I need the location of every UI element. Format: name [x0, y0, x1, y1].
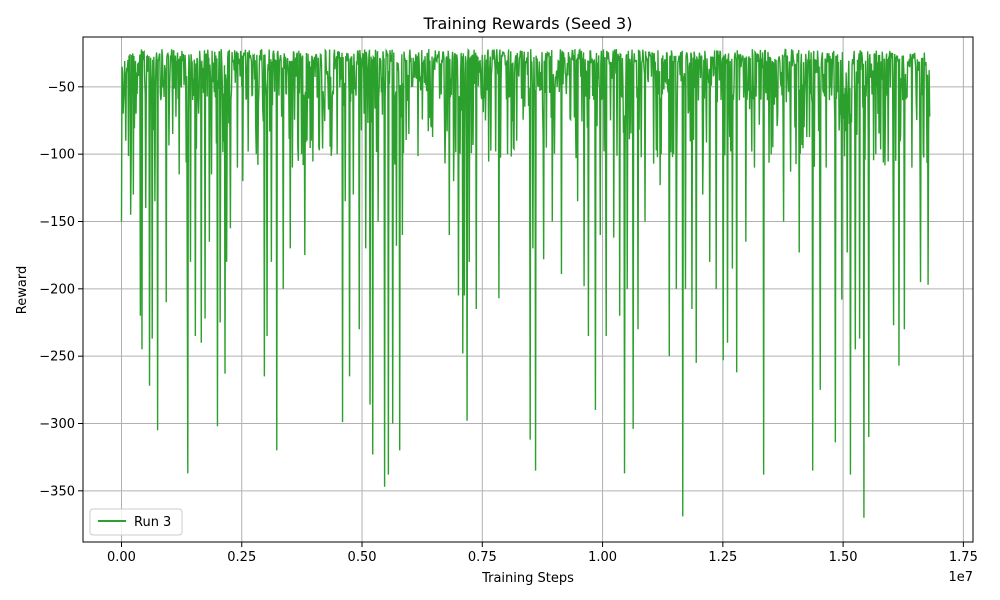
x-tick-label: 1.25 — [708, 550, 737, 565]
y-tick-label: −50 — [48, 80, 75, 95]
series-lines — [120, 47, 931, 518]
x-tick-label: 1.00 — [588, 550, 617, 565]
y-axis-ticks: −50 −100 −150 −200 −250 −300 −350 — [39, 80, 83, 499]
y-tick-label: −100 — [39, 148, 75, 163]
plot-frame — [82, 36, 974, 543]
legend-label-run-3: Run 3 — [134, 515, 171, 530]
chart-title: Training Rewards (Seed 3) — [423, 14, 633, 33]
y-tick-label: −150 — [39, 215, 75, 230]
series-line-run-3 — [120, 47, 931, 518]
x-tick-label: 0.00 — [107, 550, 136, 565]
x-axis-label: Training Steps — [481, 571, 574, 586]
legend-box — [89, 508, 183, 536]
x-axis-ticks: 0.00 0.25 0.50 0.75 1.00 1.25 1.50 1.75 — [107, 542, 978, 565]
x-axis-offset-label: 1e7 — [948, 570, 973, 585]
x-tick-label: 1.75 — [949, 550, 978, 565]
y-tick-label: −250 — [39, 350, 75, 365]
y-tick-label: −200 — [39, 282, 75, 297]
x-tick-label: 0.50 — [348, 550, 377, 565]
legend: Run 3 — [89, 508, 183, 536]
x-tick-label: 0.75 — [468, 550, 497, 565]
x-tick-label: 0.25 — [227, 550, 256, 565]
y-tick-label: −300 — [39, 417, 75, 432]
x-tick-label: 1.50 — [829, 550, 858, 565]
y-axis-label: Reward — [15, 266, 30, 314]
y-tick-label: −350 — [39, 484, 75, 499]
